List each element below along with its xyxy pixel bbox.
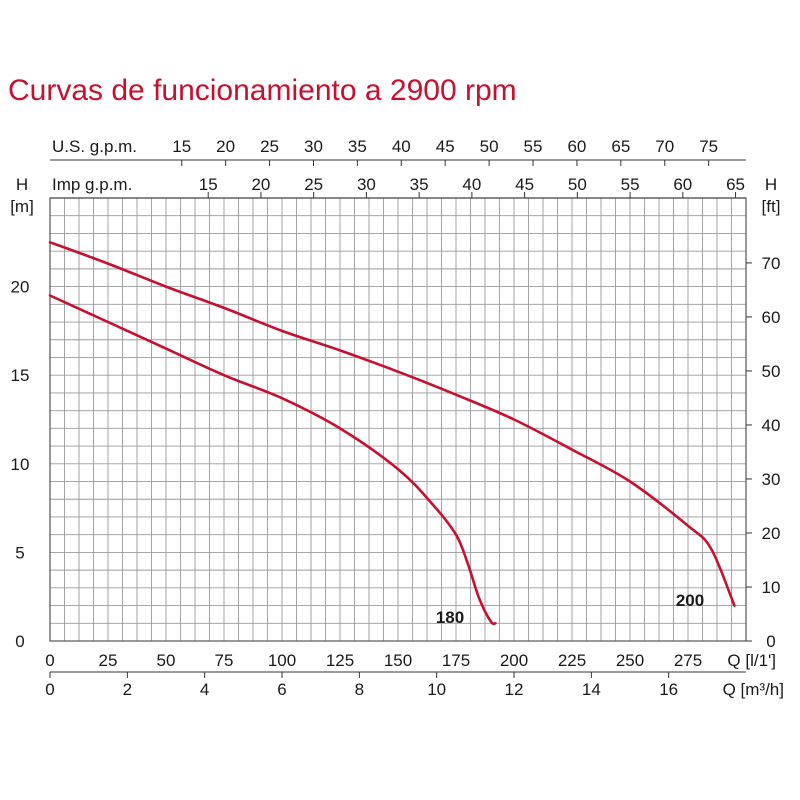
us-gpm-tick-label: 25 — [260, 137, 279, 156]
imp-gpm-tick-label: 60 — [673, 175, 692, 194]
us-gpm-tick-label: 40 — [392, 137, 411, 156]
x2-tick-label: 6 — [277, 680, 286, 699]
imp-gpm-tick-label: 20 — [251, 175, 270, 194]
grid — [49, 197, 747, 642]
y2-tick-label: 40 — [762, 416, 781, 435]
us-gpm-tick-label: 45 — [436, 137, 455, 156]
us-gpm-tick-label: 15 — [172, 137, 191, 156]
imp-gpm-tick-label: 65 — [726, 175, 745, 194]
x2-tick-label: 2 — [123, 680, 132, 699]
x-tick-label: 275 — [674, 651, 702, 670]
imp-gpm-tick-label: 15 — [199, 175, 218, 194]
us-gpm-tick-label: 20 — [216, 137, 235, 156]
imp-gpm-axis-label: Imp g.p.m. — [52, 175, 132, 194]
y-tick-label: 0 — [15, 632, 24, 651]
x-tick-label: 200 — [500, 651, 528, 670]
x2-tick-label: 0 — [45, 680, 54, 699]
imp-gpm-tick-label: 40 — [462, 175, 481, 194]
y2-axis-label: H — [765, 175, 777, 194]
x2-axis-label: Q [m³/h] — [723, 680, 784, 699]
x2-tick-label: 4 — [200, 680, 209, 699]
x-tick-label: 175 — [442, 651, 470, 670]
y-axis-label: H — [16, 175, 28, 194]
y2-tick-label: 0 — [766, 632, 775, 651]
y2-tick-label: 60 — [762, 308, 781, 327]
x-tick-label: 125 — [326, 651, 354, 670]
y-tick-label: 15 — [11, 366, 30, 385]
x-tick-label: 150 — [384, 651, 412, 670]
imp-gpm-tick-label: 30 — [357, 175, 376, 194]
y-tick-label: 5 — [15, 543, 24, 562]
y-tick-label: 20 — [11, 278, 30, 297]
us-gpm-tick-label: 75 — [699, 137, 718, 156]
y2-tick-label: 20 — [762, 524, 781, 543]
us-gpm-axis-label: U.S. g.p.m. — [52, 137, 137, 156]
y2-tick-label: 30 — [762, 470, 781, 489]
x2-tick-label: 8 — [355, 680, 364, 699]
y2-tick-label: 50 — [762, 362, 781, 381]
us-gpm-tick-label: 50 — [480, 137, 499, 156]
y2-axis-unit: [ft] — [762, 197, 781, 216]
x-axis-label: Q [l/1'] — [727, 651, 776, 670]
curve-label-180: 180 — [436, 608, 464, 627]
imp-gpm-tick-label: 45 — [515, 175, 534, 194]
x2-tick-label: 14 — [582, 680, 601, 699]
x-tick-label: 75 — [215, 651, 234, 670]
x-tick-label: 250 — [616, 651, 644, 670]
labels: 0 25 50 75 100 125 150 175 200 225 250 275 Q [l/1']0… — [10, 137, 784, 699]
curve-180 — [48, 294, 497, 626]
us-gpm-tick-label: 70 — [655, 137, 674, 156]
us-gpm-tick-label: 65 — [611, 137, 630, 156]
chart-title: Curvas de funcionamiento a 2900 rpm — [8, 74, 517, 107]
us-gpm-tick-label: 30 — [304, 137, 323, 156]
x2-tick-label: 16 — [659, 680, 678, 699]
x-tick-label: 225 — [558, 651, 586, 670]
plot-frame — [49, 159, 752, 678]
curve-label-200: 200 — [676, 591, 704, 610]
y2-tick-label: 10 — [762, 578, 781, 597]
y2-tick-label: 70 — [762, 254, 781, 273]
x2-tick-label: 12 — [505, 680, 524, 699]
imp-gpm-tick-label: 35 — [410, 175, 429, 194]
us-gpm-tick-label: 35 — [348, 137, 367, 156]
imp-gpm-tick-label: 50 — [568, 175, 587, 194]
x-tick-label: 25 — [99, 651, 118, 670]
imp-gpm-tick-label: 55 — [621, 175, 640, 194]
us-gpm-tick-label: 60 — [567, 137, 586, 156]
curves — [48, 241, 736, 626]
x-tick-label: 50 — [157, 651, 176, 670]
imp-gpm-tick-label: 25 — [304, 175, 323, 194]
x-tick-label: 0 — [45, 651, 54, 670]
curve-200 — [48, 241, 736, 607]
x2-tick-label: 10 — [427, 680, 446, 699]
y-tick-label: 10 — [11, 455, 30, 474]
y-axis-unit: [m] — [10, 197, 34, 216]
us-gpm-tick-label: 55 — [524, 137, 543, 156]
x-tick-label: 100 — [268, 651, 296, 670]
